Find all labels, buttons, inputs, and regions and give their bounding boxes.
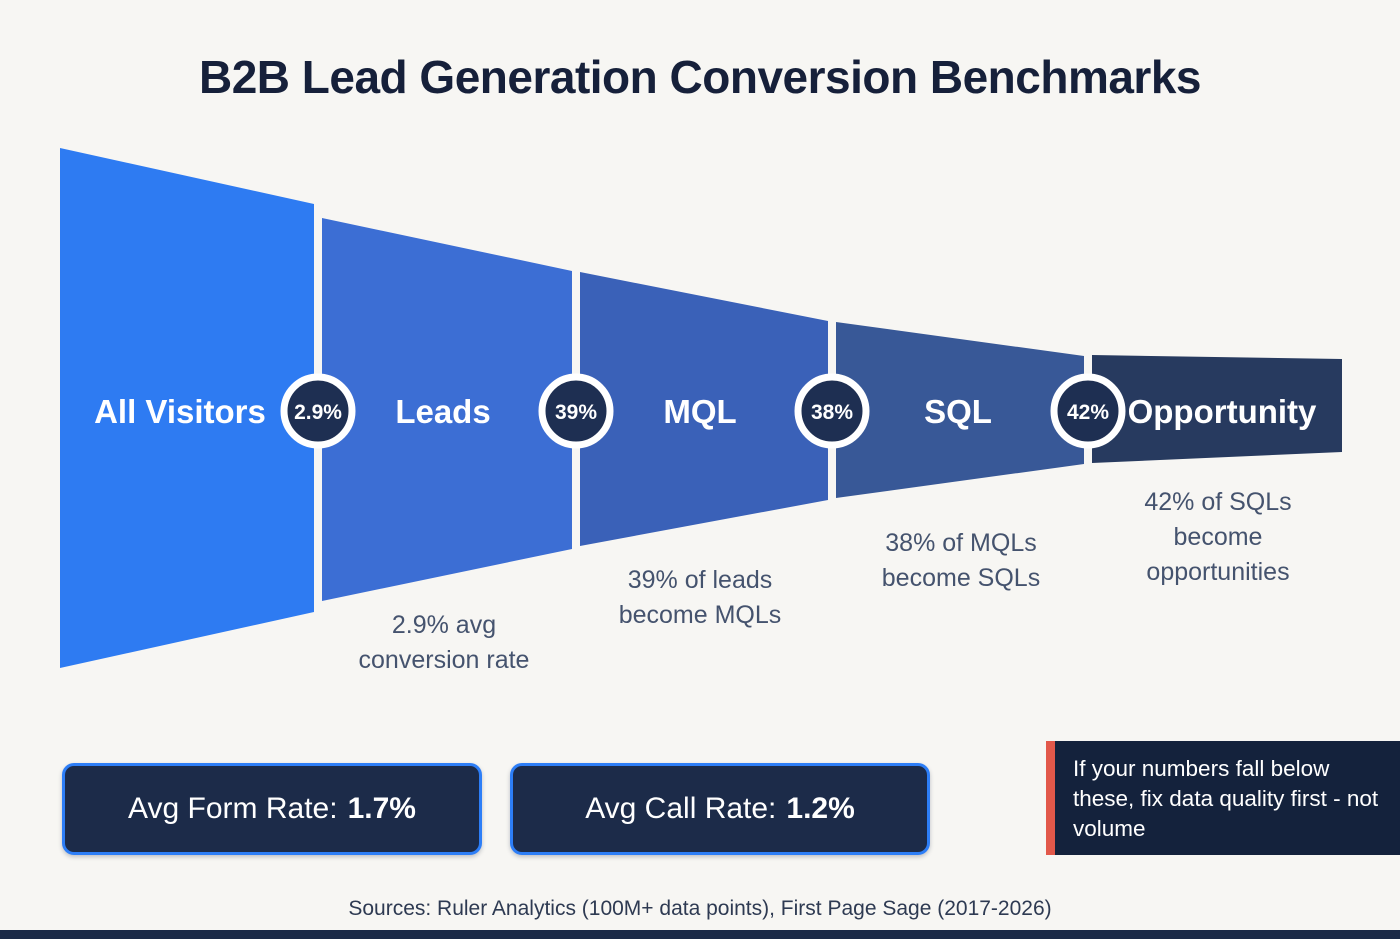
- metric-value: 1.2%: [786, 792, 855, 825]
- metric-label: Avg Form Rate:: [128, 792, 338, 825]
- note-text: If your numbers fall below these, fix da…: [1073, 756, 1379, 841]
- stage-caption-opportunity: 42% of SQLs become opportunities: [1144, 488, 1292, 586]
- connector-circle-visitors-leads: [280, 373, 356, 449]
- metric-card-form-rate: Avg Form Rate: 1.7%: [62, 763, 482, 855]
- connector-value-mql-sql: 38%: [811, 401, 853, 424]
- stage-label-mql: MQL: [663, 393, 736, 430]
- bottom-border-strip: [0, 930, 1400, 939]
- stage-caption-leads: 2.9% avg conversion rate: [358, 611, 530, 674]
- funnel-stage-mql: [580, 272, 828, 546]
- metric-label: Avg Call Rate:: [585, 792, 777, 825]
- stage-label-sql: SQL: [924, 393, 992, 430]
- connector-circle-sql-opportunity: [1050, 373, 1126, 449]
- funnel-stage-all-visitors: [60, 148, 314, 668]
- connector-value-sql-opportunity: 42%: [1067, 401, 1109, 424]
- connector-value-leads-mql: 39%: [555, 401, 597, 424]
- funnel-stage-opportunity: [1092, 355, 1342, 463]
- note-callout: If your numbers fall below these, fix da…: [1046, 741, 1400, 855]
- stage-caption-sql: 38% of MQLs become SQLs: [881, 529, 1041, 592]
- connector-circle-mql-sql: [794, 373, 870, 449]
- stage-label-leads: Leads: [395, 393, 490, 430]
- note-accent-bar: [1046, 741, 1055, 855]
- funnel-stage-leads: [322, 218, 572, 601]
- metric-value: 1.7%: [347, 792, 416, 825]
- funnel-stage-sql: [836, 322, 1084, 498]
- sources-footnote: Sources: Ruler Analytics (100M+ data poi…: [348, 897, 1052, 920]
- stage-label-all-visitors: All Visitors: [94, 393, 266, 430]
- stage-caption-mql: 39% of leads become MQLs: [618, 566, 782, 629]
- connector-value-visitors-leads: 2.9%: [294, 401, 342, 424]
- page-title: B2B Lead Generation Conversion Benchmark…: [198, 51, 1202, 103]
- metric-card-call-rate: Avg Call Rate: 1.2%: [510, 763, 930, 855]
- connector-circle-leads-mql: [538, 373, 614, 449]
- stage-label-opportunity: Opportunity: [1128, 393, 1317, 430]
